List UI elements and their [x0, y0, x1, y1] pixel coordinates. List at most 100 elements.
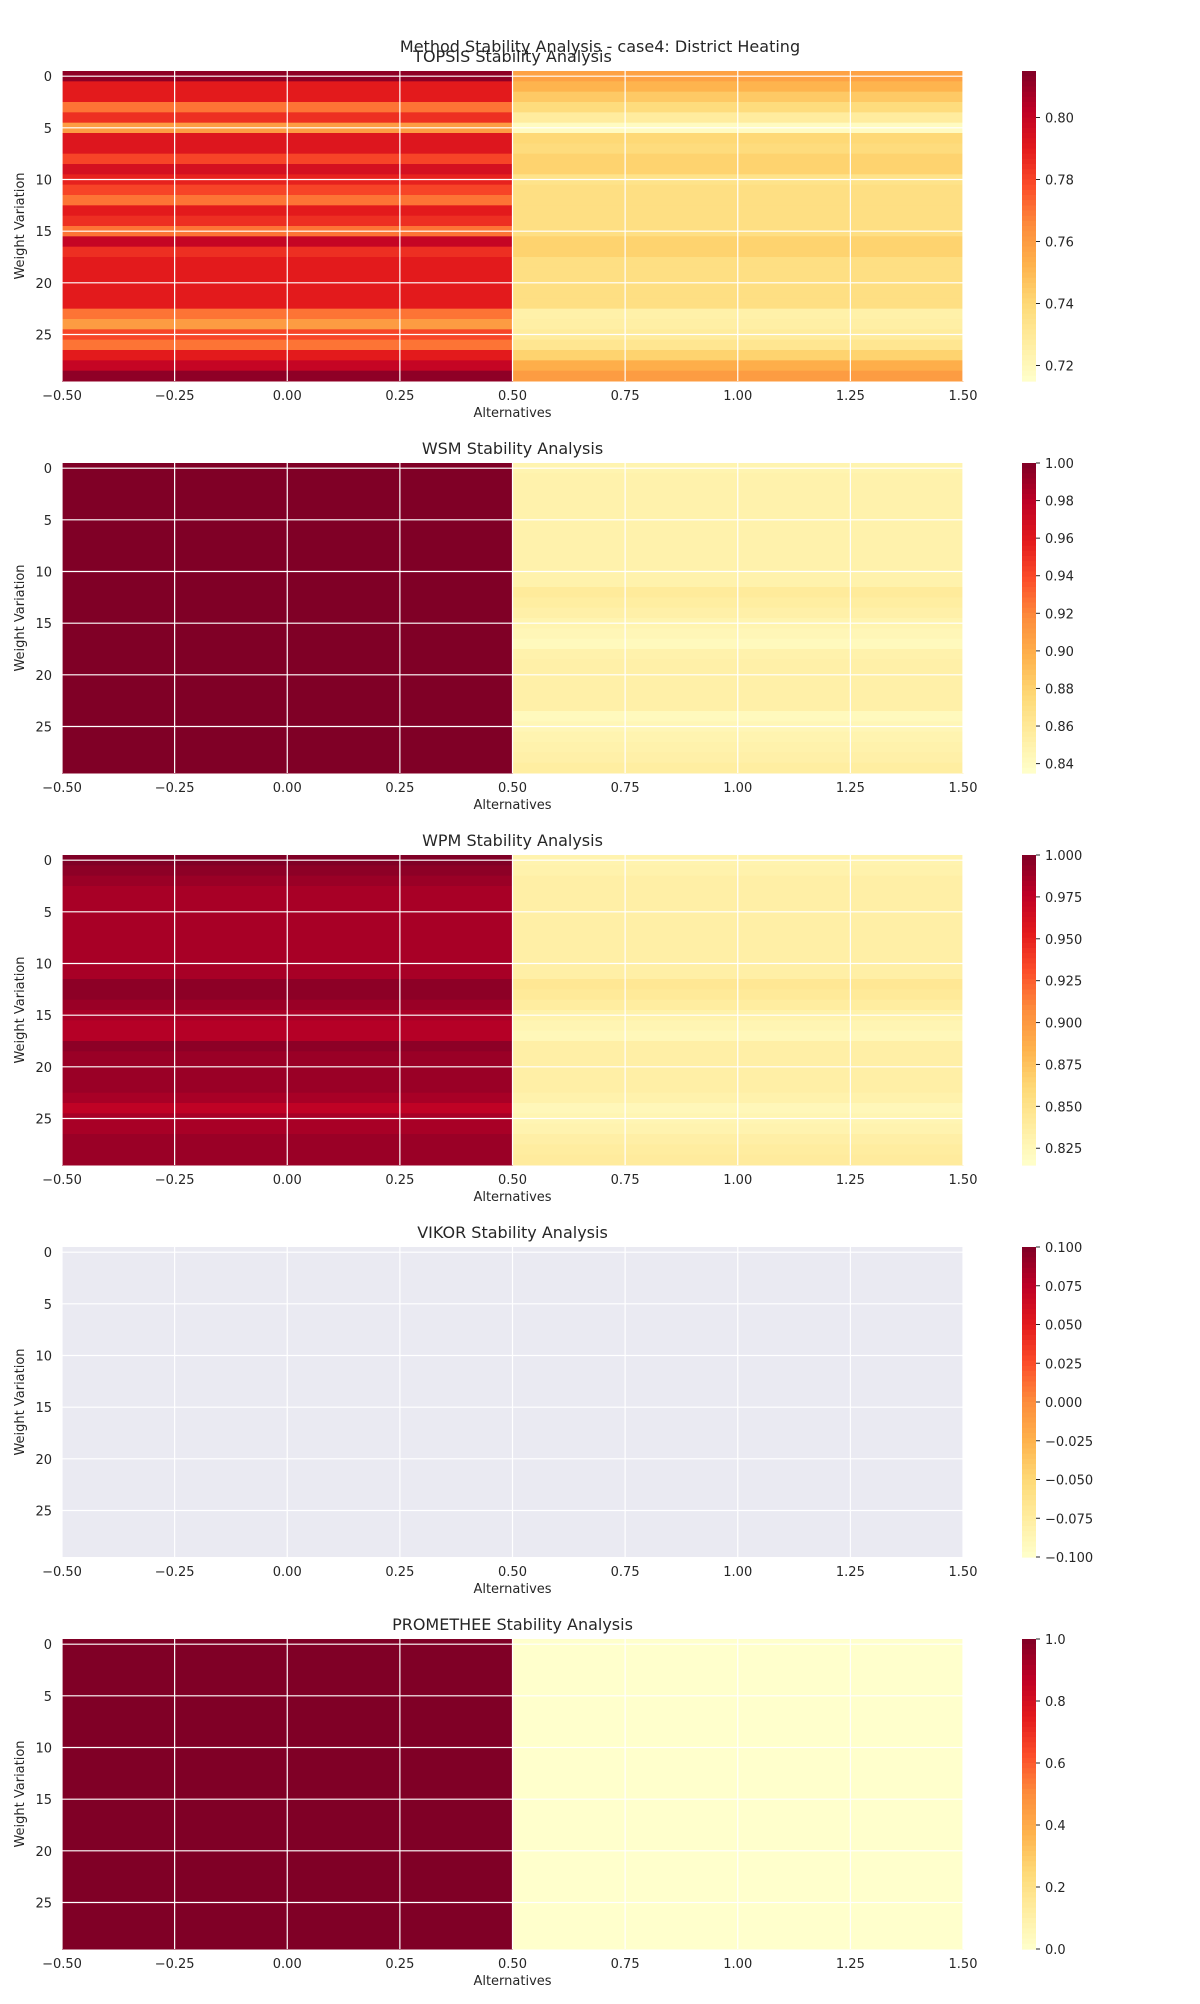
- colorbar-segment: [1022, 96, 1036, 103]
- colorbar-segment: [1022, 587, 1036, 593]
- colorbar-segment: [1022, 1082, 1036, 1089]
- x-tick-label: 1.25: [836, 781, 865, 796]
- colorbar-segment: [1022, 1252, 1036, 1258]
- x-tick-label: 0.00: [273, 781, 302, 796]
- x-tick-label: 1.50: [949, 1565, 978, 1580]
- colorbar-segment: [1022, 880, 1036, 887]
- colorbar-segment: [1022, 169, 1036, 175]
- chart-title: TOPSIS Stability Analysis: [412, 47, 612, 66]
- colorbar-segment: [1022, 241, 1036, 248]
- colorbar-segment: [1022, 860, 1036, 866]
- colorbar-segment: [1022, 690, 1036, 697]
- colorbar-tick-label: 0.90: [1045, 645, 1074, 660]
- colorbar-segment: [1022, 514, 1036, 521]
- colorbar-segment: [1022, 509, 1036, 516]
- colorbar-segment: [1022, 953, 1036, 959]
- colorbar-segment: [1022, 1355, 1036, 1362]
- colorbar-segment: [1022, 293, 1036, 299]
- colorbar-tick-label: −0.075: [1045, 1512, 1093, 1527]
- colorbar-segment: [1022, 1747, 1036, 1754]
- colorbar-segment: [1022, 669, 1036, 676]
- colorbar-segment: [1022, 752, 1036, 759]
- colorbar-segment: [1022, 210, 1036, 217]
- colorbar-segment: [1022, 545, 1036, 552]
- colorbar-tick-label: 0.78: [1045, 174, 1074, 189]
- colorbar-segment: [1022, 473, 1036, 480]
- colorbar-tick-label: 0.925: [1045, 975, 1082, 990]
- colorbar-segment: [1022, 1551, 1036, 1558]
- colorbar-segment: [1022, 870, 1036, 877]
- y-tick-label: 0: [44, 70, 52, 85]
- colorbar-segment: [1022, 1732, 1036, 1738]
- colorbar-segment: [1022, 1825, 1036, 1831]
- colorbar-segment: [1022, 1051, 1036, 1058]
- colorbar-tick-label: −0.100: [1045, 1551, 1093, 1566]
- colorbar-segment: [1022, 1706, 1036, 1712]
- colorbar-segment: [1022, 1918, 1036, 1924]
- colorbar-segment: [1022, 1371, 1036, 1377]
- colorbar-segment: [1022, 272, 1036, 279]
- y-tick-label: 0: [44, 1246, 52, 1261]
- colorbar-segment: [1022, 1479, 1036, 1486]
- y-axis-label: Weight Variation: [13, 956, 28, 1063]
- colorbar-tick-label: 0.075: [1045, 1280, 1082, 1295]
- colorbar-tick-label: 0.025: [1045, 1357, 1082, 1372]
- heatmap-panel: −0.50 −0.25 0.00 0.25 0.50 0.75 1.00 1.25 1.50 0 5…: [13, 1223, 1093, 1597]
- colorbar-segment: [1022, 535, 1036, 542]
- x-tick-label: 0.25: [385, 1565, 414, 1580]
- colorbar-tick-label: 0.80: [1045, 112, 1074, 127]
- colorbar-segment: [1022, 525, 1036, 531]
- colorbar-tick-label: 0.92: [1045, 607, 1074, 622]
- colorbar-segment: [1022, 1515, 1036, 1522]
- colorbar-segment: [1022, 122, 1036, 129]
- colorbar-segment: [1022, 1427, 1036, 1434]
- colorbar-segment: [1022, 463, 1036, 469]
- colorbar-segment: [1022, 76, 1036, 82]
- colorbar-segment: [1022, 1783, 1036, 1790]
- colorbar-segment: [1022, 1536, 1036, 1543]
- colorbar-segment: [1022, 1892, 1036, 1898]
- x-tick-label: 1.25: [836, 1957, 865, 1972]
- colorbar-segment: [1022, 257, 1036, 263]
- colorbar-segment: [1022, 236, 1036, 243]
- colorbar-segment: [1022, 1123, 1036, 1130]
- colorbar-segment: [1022, 91, 1036, 98]
- colorbar-segment: [1022, 1340, 1036, 1346]
- colorbar-segment: [1022, 566, 1036, 573]
- colorbar-segment: [1022, 1866, 1036, 1873]
- colorbar-segment: [1022, 195, 1036, 201]
- colorbar-segment: [1022, 1149, 1036, 1156]
- colorbar-segment: [1022, 1360, 1036, 1367]
- x-tick-label: 0.25: [385, 1957, 414, 1972]
- colorbar-segment: [1022, 963, 1036, 970]
- colorbar-segment: [1022, 1546, 1036, 1553]
- colorbar-segment: [1022, 319, 1036, 325]
- colorbar-segment: [1022, 308, 1036, 315]
- colorbar-segment: [1022, 1804, 1036, 1811]
- colorbar-tick-label: 0.8: [1045, 1695, 1066, 1710]
- colorbar: 0.825 0.850 0.875 0.900 0.925 0.950 0.975 1.000: [1022, 849, 1082, 1166]
- y-tick-label: 15: [35, 617, 52, 632]
- colorbar-segment: [1022, 1649, 1036, 1656]
- colorbar-tick-label: 0.950: [1045, 933, 1082, 948]
- colorbar-segment: [1022, 1030, 1036, 1037]
- colorbar-segment: [1022, 1695, 1036, 1702]
- colorbar-tick-label: 0.94: [1045, 570, 1074, 585]
- colorbar-segment: [1022, 705, 1036, 712]
- colorbar-segment: [1022, 1046, 1036, 1052]
- x-tick-label: 1.00: [723, 389, 752, 404]
- colorbar-tick-label: 0.88: [1045, 682, 1074, 697]
- colorbar-segment: [1022, 1489, 1036, 1496]
- colorbar-segment: [1022, 1159, 1036, 1166]
- colorbar-segment: [1022, 365, 1036, 372]
- x-tick-label: −0.50: [42, 1565, 82, 1580]
- colorbar-segment: [1022, 1108, 1036, 1114]
- colorbar-segment: [1022, 1716, 1036, 1723]
- heatmap-panel: −0.50 −0.25 0.00 0.25 0.50 0.75 1.00 1.25 1.50 0 5…: [13, 1615, 1066, 1989]
- colorbar-segment: [1022, 711, 1036, 717]
- colorbar-segment: [1022, 468, 1036, 474]
- colorbar-segment: [1022, 747, 1036, 753]
- colorbar-segment: [1022, 1510, 1036, 1517]
- y-tick-label: 5: [44, 1298, 52, 1313]
- colorbar-segment: [1022, 1928, 1036, 1935]
